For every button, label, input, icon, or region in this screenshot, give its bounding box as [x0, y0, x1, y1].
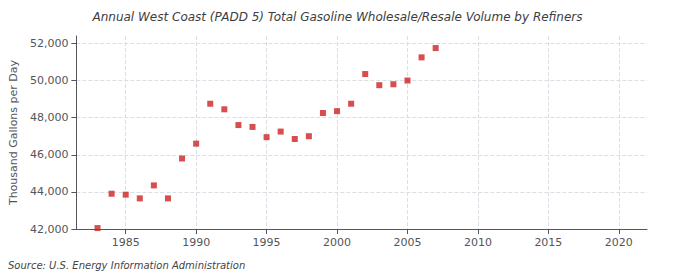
svg-text:50,000: 50,000 — [30, 74, 69, 87]
svg-text:2005: 2005 — [393, 236, 421, 249]
svg-text:Thousand Gallons per Day: Thousand Gallons per Day — [7, 59, 20, 206]
svg-text:2015: 2015 — [534, 236, 562, 249]
svg-text:1985: 1985 — [112, 236, 140, 249]
svg-text:44,000: 44,000 — [30, 185, 69, 198]
svg-text:52,000: 52,000 — [30, 37, 69, 50]
svg-text:42,000: 42,000 — [30, 223, 69, 236]
svg-text:48,000: 48,000 — [30, 111, 69, 124]
svg-text:Annual West Coast (PADD 5) Tot: Annual West Coast (PADD 5) Total Gasolin… — [91, 10, 582, 24]
svg-text:46,000: 46,000 — [30, 148, 69, 161]
svg-text:2010: 2010 — [464, 236, 492, 249]
svg-text:Source: U.S. Energy Informatio: Source: U.S. Energy Information Administ… — [8, 260, 245, 271]
svg-text:2000: 2000 — [323, 236, 351, 249]
svg-text:1990: 1990 — [182, 236, 210, 249]
svg-text:1995: 1995 — [253, 236, 281, 249]
svg-text:2020: 2020 — [605, 236, 633, 249]
